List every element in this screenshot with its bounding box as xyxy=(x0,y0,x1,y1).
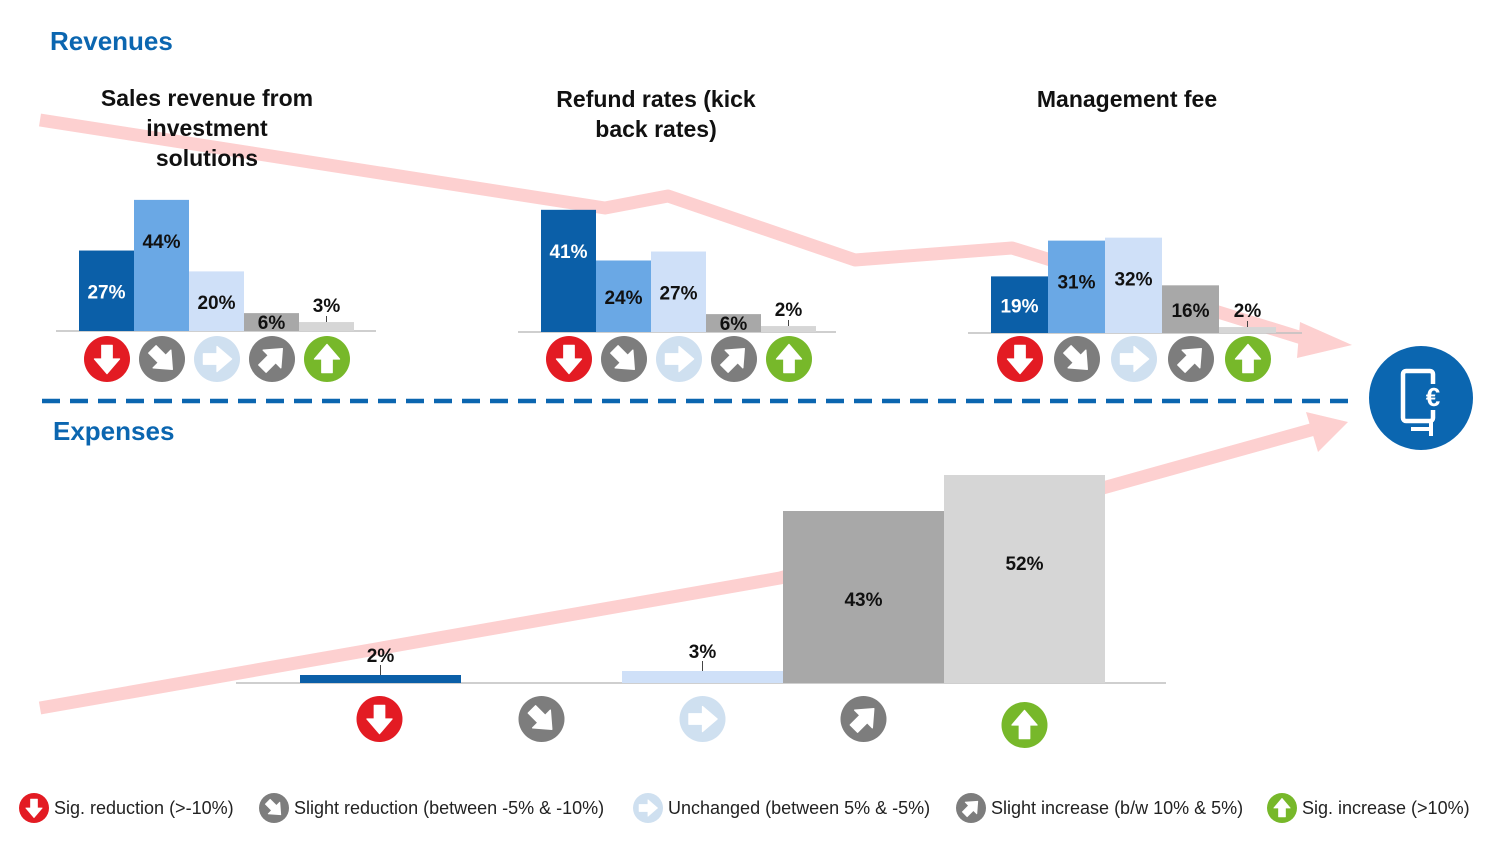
bar-5 xyxy=(944,475,1105,683)
legend-label: Sig. reduction (>-10%) xyxy=(54,797,234,818)
data-label: 20% xyxy=(197,293,235,314)
revenue-chart-3: Management fee 19% 31% 32% 16% 2% xyxy=(968,86,1302,382)
data-label: 2% xyxy=(1234,301,1262,322)
arrow-down-icon xyxy=(84,336,130,382)
arrow-up-right-icon xyxy=(1168,336,1214,382)
data-label: 43% xyxy=(844,590,882,611)
bar-5 xyxy=(299,322,354,331)
bar-3 xyxy=(189,271,244,331)
revenue-trend-arrowhead xyxy=(1297,322,1352,358)
legend-label: Unchanged (between 5% & -5%) xyxy=(668,797,931,818)
expenses-chart: 2% 3% 43% 52% xyxy=(236,475,1166,748)
revenue-chart-2: Refund rates (kick back rates) 41% 24% 27% 6%… xyxy=(518,86,836,382)
data-label: 27% xyxy=(659,284,697,305)
data-label: 19% xyxy=(1000,297,1038,318)
arrow-up-right-icon xyxy=(249,336,295,382)
chart-title-line: investment xyxy=(146,115,268,141)
data-label: 3% xyxy=(689,642,717,663)
legend-label: Sig. increase (>10%) xyxy=(1302,797,1470,818)
bar-5 xyxy=(1219,327,1276,333)
bar-1 xyxy=(991,276,1048,333)
expense-trend-arrow xyxy=(38,421,1320,715)
expenses-title: Expenses xyxy=(53,416,175,446)
bar-2 xyxy=(1048,240,1105,333)
data-label: 31% xyxy=(1057,273,1095,294)
bar-1 xyxy=(79,250,134,331)
chart-title-line: Refund rates (kick xyxy=(556,86,756,112)
arrow-down-right-icon xyxy=(139,336,185,382)
data-label: 44% xyxy=(142,232,180,253)
arrow-right-icon xyxy=(194,336,240,382)
data-label: 27% xyxy=(87,283,125,304)
bar-4 xyxy=(1162,285,1219,333)
legend-item: Sig. increase (>10%) xyxy=(1266,792,1470,824)
bar-3 xyxy=(651,251,706,332)
bar-1 xyxy=(541,209,596,332)
arrow-down-right-icon xyxy=(601,336,647,382)
arrow-down-icon xyxy=(997,336,1043,382)
chart-title-line: back rates) xyxy=(595,116,716,142)
arrow-up-icon xyxy=(304,336,350,382)
chart-title-line: Management fee xyxy=(1037,86,1217,112)
data-label: 6% xyxy=(720,314,748,335)
legend-item: Unchanged (between 5% & -5%) xyxy=(632,792,930,824)
arrow-right-icon xyxy=(1111,336,1157,382)
bar-4 xyxy=(706,314,761,332)
arrow-down-right-icon xyxy=(1054,336,1100,382)
arrow-down-icon xyxy=(546,336,592,382)
revenues-title: Revenues xyxy=(50,26,173,56)
arrow-down-right-icon xyxy=(259,793,289,823)
bar-3 xyxy=(1105,237,1162,333)
revenue-chart-1: Sales revenue from investment solutions 27%… xyxy=(56,85,376,382)
bar-5 xyxy=(761,326,816,332)
arrow-down-right-icon xyxy=(518,696,565,742)
arrow-right-icon xyxy=(633,793,663,823)
legend: Sig. reduction (>-10%) Slight reduction (… xyxy=(18,792,1498,828)
bar-4 xyxy=(783,511,944,683)
data-label: 52% xyxy=(1005,554,1043,575)
chart-title-line: solutions xyxy=(156,145,258,171)
arrow-right-icon xyxy=(656,336,702,382)
arrow-up-icon xyxy=(766,336,812,382)
arrow-up-icon xyxy=(1225,336,1271,382)
bar-4 xyxy=(244,313,299,331)
arrow-up-icon xyxy=(1001,702,1048,748)
data-label: 16% xyxy=(1171,301,1209,322)
bar-2 xyxy=(596,260,651,332)
data-label: 2% xyxy=(775,300,803,321)
bar-2 xyxy=(134,199,189,331)
arrow-down-icon xyxy=(19,793,49,823)
expense-trend-arrowhead xyxy=(1306,412,1348,452)
data-label: 32% xyxy=(1114,270,1152,291)
bar-3 xyxy=(622,671,783,683)
legend-item: Sig. reduction (>-10%) xyxy=(18,792,234,824)
chart-title-line: Sales revenue from xyxy=(101,85,313,111)
svg-text:€: € xyxy=(1426,382,1440,412)
euro-phone-icon: € xyxy=(1369,346,1473,450)
arrow-down-icon xyxy=(356,696,403,742)
legend-label: Slight increase (b/w 10% & 5%) xyxy=(991,797,1244,818)
data-label: 6% xyxy=(258,313,286,334)
data-label: 2% xyxy=(367,646,395,667)
legend-item: Slight reduction (between -5% & -10%) xyxy=(258,792,604,824)
legend-label: Slight reduction (between -5% & -10%) xyxy=(294,797,605,818)
arrow-up-right-icon xyxy=(956,793,986,823)
data-label: 24% xyxy=(604,288,642,309)
arrow-up-right-icon xyxy=(840,696,887,742)
arrow-right-icon xyxy=(679,696,726,742)
arrow-up-right-icon xyxy=(711,336,757,382)
bar-1 xyxy=(300,675,461,683)
data-label: 41% xyxy=(549,242,587,263)
legend-item: Slight increase (b/w 10% & 5%) xyxy=(955,792,1243,824)
arrow-up-icon xyxy=(1267,793,1297,823)
data-label: 3% xyxy=(313,296,341,317)
